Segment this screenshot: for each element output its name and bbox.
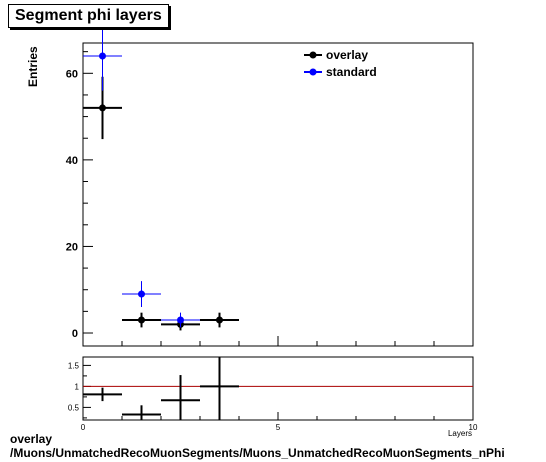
y-axis-label: Entries [26,46,40,87]
data-point [138,290,145,298]
y-tick-label: 40 [66,155,78,167]
ratio-point [83,387,122,402]
x-tick-label: 0 [81,423,86,432]
legend-marker-standard [309,68,317,76]
y-tick-label: 0 [72,328,78,340]
data-point [99,52,106,60]
data-point [99,104,106,112]
ratio-point [122,405,161,420]
ratio-y-tick-label: 0.5 [68,403,80,412]
ratio-y-tick-label: 1 [75,382,80,391]
main-axes: 0 20 40 60 [66,51,474,346]
legend-label-standard: standard [326,65,377,79]
series-overlay [83,76,239,331]
chart-title: Segment phi layers [8,4,169,28]
legend-marker-overlay [309,51,317,59]
ratio-axes: 0.5 1 1.5 0 5 10 [68,361,478,432]
data-point [138,316,145,324]
y-tick-label: 20 [66,241,78,253]
x-axis-label: Layers [448,429,472,438]
footer-label: overlay [10,432,53,446]
data-point [177,316,184,324]
y-tick-label: 60 [66,68,78,80]
ratio-point [161,375,200,420]
legend-label-overlay: overlay [326,48,368,62]
data-point [216,316,223,324]
x-tick-label: 5 [276,423,281,432]
ratio-y-tick-label: 1.5 [68,361,80,370]
legend: overlay standard [304,48,377,79]
series-standard [83,21,200,328]
ratio-point [200,357,239,420]
footer-path: /Muons/UnmatchedRecoMuonSegments/Muons_U… [10,446,505,460]
main-series-layer [83,21,239,331]
ratio-series-layer [83,357,473,420]
x-tick-label: 10 [469,423,478,432]
